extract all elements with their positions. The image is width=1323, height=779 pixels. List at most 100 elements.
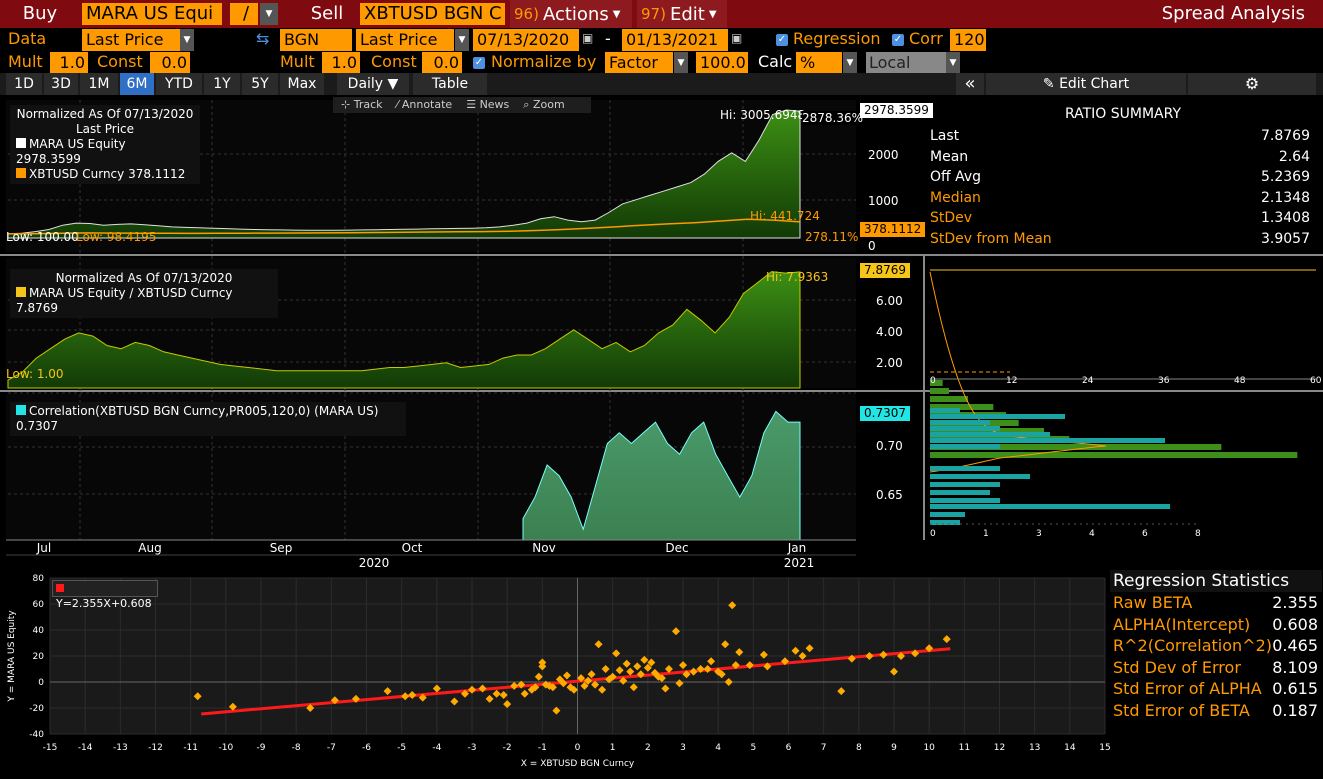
x-tick: -10: [218, 743, 233, 753]
const2-input[interactable]: 0.0: [422, 52, 462, 74]
calendar-icon[interactable]: ▣: [582, 31, 594, 45]
regression-value: 0.187: [1272, 700, 1318, 720]
ratio-summary-row: StDev from Mean 3.9057: [930, 229, 1316, 250]
regression-row: Std Error of ALPHA 0.615: [1113, 678, 1322, 700]
buy-ticker-input[interactable]: MARA US Equi: [82, 3, 222, 25]
buy-button[interactable]: Buy: [22, 3, 58, 24]
operator-dropdown-icon[interactable]: ▼: [260, 3, 278, 25]
mara-last-tag: 2978.3599: [860, 103, 933, 118]
range-1d[interactable]: 1D: [6, 73, 42, 95]
hist-bar: [930, 512, 965, 517]
legend-series-xbt[interactable]: XBTUSD Curncy 378.1112: [16, 167, 194, 182]
calendar-icon[interactable]: ▣: [731, 31, 743, 45]
year-tick: 2020: [359, 556, 390, 570]
y-tick: -20: [29, 704, 44, 714]
start-date-input[interactable]: 07/13/2020: [473, 29, 579, 51]
scatter-point: [647, 658, 656, 667]
calc-dropdown-icon[interactable]: ▼: [843, 52, 857, 74]
scatter-point: [675, 679, 684, 688]
currency-select[interactable]: Local CCY: [866, 52, 946, 94]
table-button[interactable]: Table: [413, 73, 487, 95]
const-input[interactable]: 0.0: [150, 52, 190, 74]
frequency-select[interactable]: Daily ▼: [337, 73, 409, 95]
scatter-point: [837, 687, 846, 696]
range-1m[interactable]: 1M: [80, 73, 118, 95]
mult2-label: Mult: [280, 52, 315, 71]
actions-menu[interactable]: 96) Actions ▼: [510, 0, 632, 28]
legend-title: Normalized As Of 07/13/2020: [16, 107, 194, 121]
hist-bar: [930, 408, 960, 413]
collapse-panel-button[interactable]: «: [956, 73, 984, 95]
settings-gear-icon[interactable]: ⚙: [1188, 73, 1316, 95]
edit-number: 97): [641, 5, 666, 23]
stat-label: StDev from Mean: [930, 230, 1052, 247]
track-tool[interactable]: ⊹ Track: [341, 98, 383, 111]
range-6m[interactable]: 6M: [120, 73, 154, 95]
corr-window-input[interactable]: 120: [950, 29, 986, 51]
scatter-point: [566, 683, 575, 692]
hist-bar: [930, 404, 994, 410]
xbt-pct-label: 278.11%: [805, 230, 859, 244]
edit-menu[interactable]: 97) Edit ▼: [637, 0, 727, 28]
factor-input[interactable]: 100.0: [696, 52, 748, 74]
stat-value: 3.9057: [1261, 230, 1310, 247]
data-field-select[interactable]: Last Price: [82, 29, 180, 51]
range-1y[interactable]: 1Y: [204, 73, 240, 95]
operator-field[interactable]: /: [230, 3, 258, 25]
data-field-dropdown-icon[interactable]: ▼: [180, 29, 194, 51]
range-ytd[interactable]: YTD: [156, 73, 202, 95]
corr-checkbox[interactable]: ✓: [892, 34, 904, 46]
regression-value: 0.465: [1272, 636, 1318, 655]
calc-select[interactable]: %: [796, 52, 842, 74]
x-tick: -8: [292, 743, 301, 753]
source-price-select[interactable]: Last Price: [356, 29, 454, 51]
x-tick: 2: [645, 743, 651, 753]
hist-tick: 0: [930, 529, 936, 539]
range-3d[interactable]: 3D: [44, 73, 78, 95]
source-price-dropdown-icon[interactable]: ▼: [455, 29, 469, 51]
hi-pct-label: 2878.36%: [802, 111, 864, 125]
scatter-point: [468, 685, 476, 694]
range-max[interactable]: Max: [280, 73, 324, 95]
regression-checkbox[interactable]: ✓: [776, 34, 788, 46]
stat-label: StDev: [930, 210, 973, 226]
scatter-point: [580, 681, 589, 690]
mult2-input[interactable]: 1.0: [322, 52, 360, 74]
scatter-plot[interactable]: -15 -14 -13 -12 -11 -10 -9 -8 -7 -6 -5 -4 -3 -2 -1 0 1 2 3…: [0, 570, 1110, 779]
regression-row: Std Error of BETA 0.187: [1113, 700, 1322, 722]
actions-number: 96): [514, 5, 539, 23]
scatter-point: [664, 665, 673, 673]
news-tool[interactable]: ☰ News: [466, 98, 510, 111]
edit-chart-button[interactable]: ✎ Edit Chart: [986, 73, 1186, 95]
normalize-select[interactable]: Factor: [605, 52, 673, 74]
stat-value: 7.8769: [1261, 128, 1310, 144]
currency-dropdown-icon[interactable]: ▼: [946, 52, 960, 74]
mult-input[interactable]: 1.0: [50, 52, 88, 74]
source-field[interactable]: BGN: [280, 29, 352, 51]
end-date-input[interactable]: 01/13/2021: [622, 29, 728, 51]
range-buttons: 1D 3D 1M 6M YTD 1Y 5Y Max: [6, 73, 324, 95]
range-5y[interactable]: 5Y: [242, 73, 278, 95]
legend-series-mara[interactable]: MARA US Equity 2978.3599: [16, 137, 194, 167]
stat-value: 1.3408: [1261, 210, 1310, 226]
legend-swatch: [16, 138, 26, 148]
regression-label: Raw BETA: [1113, 593, 1193, 612]
sell-button[interactable]: Sell: [310, 3, 344, 24]
regression-row: R^2(Correlation^2) 0.465: [1113, 635, 1322, 657]
legend-series-label: MARA US Equity 2978.3599: [16, 137, 126, 166]
legend-series-label: MARA US Equity / XBTUSD Curncy 7.8769: [16, 286, 233, 315]
legend-series-ratio[interactable]: MARA US Equity / XBTUSD Curncy 7.8769: [16, 286, 272, 316]
zoom-tool[interactable]: ⌕ Zoom: [523, 98, 565, 111]
x-tick: -15: [43, 743, 58, 753]
normal-curve: [929, 271, 1107, 473]
normalize-checkbox[interactable]: ✓: [473, 57, 485, 69]
low-label-xbt: Low: 98.4195: [76, 230, 157, 244]
normalize-dropdown-icon[interactable]: ▼: [674, 52, 688, 74]
regression-label: Std Dev of Error: [1113, 657, 1241, 677]
legend-series-corr[interactable]: Correlation(XBTUSD BGN Curncy,PR005,120,…: [16, 404, 400, 434]
scatter-point: [598, 685, 607, 694]
swap-icon[interactable]: ⇆: [256, 29, 270, 48]
sell-ticker-input[interactable]: XBTUSD BGN C: [360, 3, 505, 25]
annotate-tool[interactable]: ⁄ Annotate: [396, 98, 453, 111]
ratio-summary-row: Off Avg 5.2369: [930, 167, 1316, 188]
